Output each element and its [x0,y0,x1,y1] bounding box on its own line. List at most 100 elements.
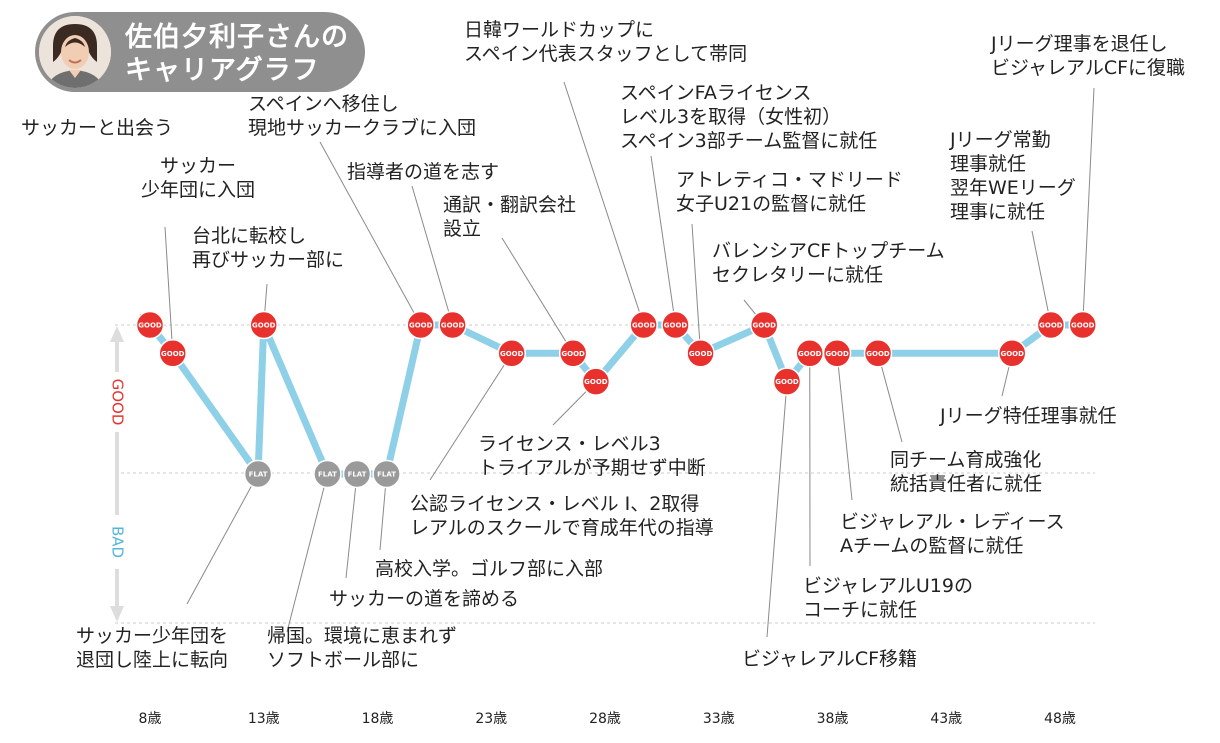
annotation-line: スペインへ移住し [248,93,399,115]
annotation-line: 設立 [443,218,481,240]
annotation-line: 再びサッカー部に [192,249,344,271]
marker-circle [629,310,658,340]
annotation-line: 通訳・翻訳会社 [443,194,576,216]
x-tick-label: 33歳 [703,711,735,727]
marker-label: FLAT [249,471,268,479]
marker-circle [863,339,893,368]
marker-label: GOOD [866,350,890,358]
annotation-line: Aチームの監督に就任 [840,535,1023,557]
annotation-line: サッカー [160,155,236,177]
annotation-line: 退団し陸上に転向 [76,649,228,671]
annotation-line: ビジャレアル・レディース [840,511,1065,533]
leader-line [501,237,574,354]
marker-label: GOOD [500,350,524,358]
marker-good: GOOD [249,310,278,340]
marker-circle [158,339,187,368]
annotation-5: 帰国。環境に恵まれずソフトボール部に [267,625,457,671]
leader-line [766,381,788,638]
marker-good: GOOD [661,310,690,340]
annotation-7: 高校入学。ゴルフ部に入部 [375,558,603,580]
marker-circle [249,310,278,340]
marker-circle [313,459,342,489]
marker-good: GOOD [822,339,852,368]
x-tick-label: 23歳 [475,711,507,727]
annotation-line: 翌年WEリーグ [950,177,1076,199]
annotation-4: 台北に転校し再びサッカー部に [192,225,344,271]
marker-good: GOOD [997,339,1027,368]
annotation-line: 理事に就任 [950,201,1045,223]
annotation-line: サッカーの道を諦める [329,588,519,610]
leader-line [319,141,422,326]
marker-label: GOOD [798,350,822,358]
annotation-12: ライセンス・レベル3 トライアルが予期せず中断 [478,433,706,479]
marker-circle [243,459,273,489]
annotation-line: レベル3を取得（女性初） [620,106,841,128]
annotation-8: スペインへ移住し現地サッカークラブに入団 [248,93,476,139]
annotation-line: 指導者の道を志す [347,161,499,183]
leader-line [836,353,853,501]
annotation-line: 理事就任 [950,153,1026,175]
marker-good: GOOD [1068,310,1097,340]
x-tick-label: 38歳 [817,711,849,727]
leader-line [411,185,454,326]
leader-line [1082,87,1095,326]
annotation-16: バレンシアCFトップチームセクレタリーに就任 [712,240,945,286]
annotation-line: 同チーム育成強化 [890,449,1041,471]
annotation-line: Jリーグ理事を退任し [990,33,1168,55]
leader-line [186,473,259,605]
marker-good: GOOD [686,339,715,368]
annotation-21: Jリーグ特任理事就任 [939,405,1117,427]
marker-label: GOOD [689,350,713,358]
marker-good: GOOD [750,310,779,340]
annotation-23: Jリーグ理事を退任しビジャレアルCFに復職 [990,33,1185,79]
axis-label-bad: BAD [109,526,127,558]
marker-good: GOOD [795,339,824,368]
annotation-13: 日韓ワールドカップにスペイン代表スタッフとして帯同 [464,19,747,65]
leader-lines [139,81,1095,638]
axis-label-bg-bad [108,515,126,569]
marker-label: FLAT [348,471,367,479]
marker-label: GOOD [441,322,465,330]
portrait-photo [39,16,111,88]
annotation-1: サッカーと出会う [21,117,173,139]
leader-line [286,473,328,633]
annotation-14: スペインFAライセンスレベル3を取得（女性初）スペイン3部チーム監督に就任 [620,82,877,152]
marker-circle [497,339,526,368]
marker-good: GOOD [135,310,165,340]
annotation-line: バレンシアCFトップチーム [712,240,945,262]
annotation-line: サッカーと出会う [21,117,173,139]
marker-label: GOOD [632,322,656,330]
marker-circle [997,339,1027,368]
annotation-17: ビジャレアルCF移籍 [742,648,917,670]
annotation-line: 現地サッカークラブに入団 [248,116,476,139]
marker-label: GOOD [138,322,162,330]
marker-circle [558,339,588,368]
marker-circle [772,367,802,396]
annotation-20: 同チーム育成強化統括責任者に就任 [890,449,1042,495]
annotation-22: Jリーグ常勤理事就任翌年WEリーグ理事に就任 [949,129,1076,223]
marker-circle [372,459,401,489]
marker-label: GOOD [753,322,777,330]
annotation-line: 女子U21の監督に就任 [676,193,866,215]
marker-flat: FLAT [342,459,372,489]
annotation-2: サッカー少年団に入団 [141,155,255,201]
annotation-line: スペイン3部チーム監督に就任 [620,130,877,152]
annotation-19: ビジャレアル・レディース Aチームの監督に就任 [840,511,1065,557]
annotation-line: Jリーグ常勤 [949,129,1051,151]
marker-label: GOOD [775,378,799,386]
marker-label: GOOD [1071,322,1095,330]
annotation-line: ビジャレアルU19の [803,575,973,597]
marker-label: GOOD [664,322,688,330]
marker-good: GOOD [772,367,802,396]
marker-circle [135,310,165,340]
axis-arrow-down [110,606,124,622]
annotation-line: コーチに就任 [803,599,917,621]
marker-good: GOOD [406,310,435,340]
x-tick-label: 48歳 [1044,711,1076,727]
annotation-line: 統括責任者に就任 [890,473,1042,495]
annotation-line: トライアルが予期せず中断 [478,457,706,479]
annotation-line: ビジャレアルCFに復職 [991,57,1185,79]
leader-line [164,226,174,354]
annotation-18: ビジャレアルU19のコーチに就任 [803,575,973,621]
